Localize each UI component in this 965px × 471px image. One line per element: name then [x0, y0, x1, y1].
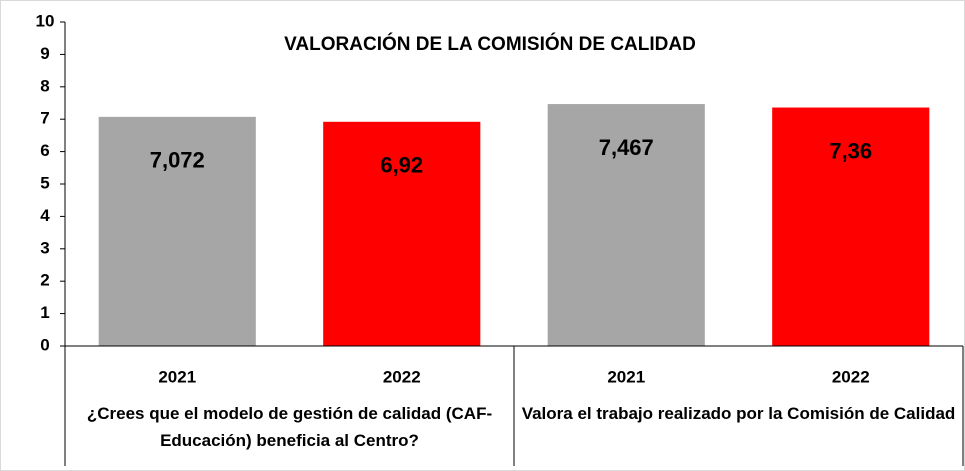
y-tick-label: 2	[40, 271, 49, 290]
x-tick-label: 2022	[383, 367, 421, 386]
y-tick-label: 0	[40, 335, 49, 354]
title-box	[228, 25, 750, 65]
y-tick-label: 8	[40, 76, 49, 95]
y-tick-label: 7	[40, 109, 49, 128]
x-tick-label: 2021	[158, 367, 196, 386]
data-label: 7,467	[599, 135, 654, 160]
y-tick-label: 4	[40, 206, 50, 225]
group-label: ¿Crees que el modelo de gestión de calid…	[86, 404, 493, 450]
group-label: Valora el trabajo realizado por la Comis…	[521, 404, 956, 423]
bar	[547, 104, 705, 346]
x-tick-label: 2021	[607, 367, 645, 386]
chart-title: VALORACIÓN DE LA COMISIÓN DE CALIDAD	[284, 33, 696, 55]
y-tick-label: 3	[40, 238, 49, 257]
data-label: 7,36	[829, 138, 872, 163]
bar	[323, 121, 481, 347]
y-tick-label: 1	[40, 303, 49, 322]
y-tick-label: 10	[36, 11, 55, 30]
y-tick-label: 5	[40, 173, 49, 192]
data-label: 6,92	[380, 153, 423, 178]
x-tick-label: 2022	[832, 367, 870, 386]
bar	[98, 116, 256, 346]
y-tick-label: 6	[40, 141, 49, 160]
y-tick-label: 9	[40, 44, 49, 63]
data-label: 7,072	[150, 148, 205, 173]
bar	[772, 107, 930, 346]
